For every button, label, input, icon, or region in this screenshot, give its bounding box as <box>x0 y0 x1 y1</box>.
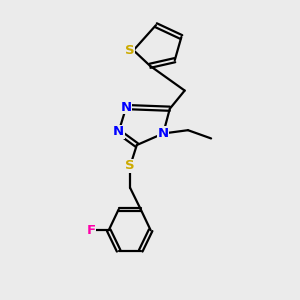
Text: S: S <box>125 159 135 172</box>
Text: F: F <box>86 224 95 237</box>
Text: N: N <box>113 125 124 138</box>
Text: N: N <box>158 127 169 140</box>
Text: N: N <box>121 100 132 114</box>
Text: S: S <box>125 44 135 57</box>
